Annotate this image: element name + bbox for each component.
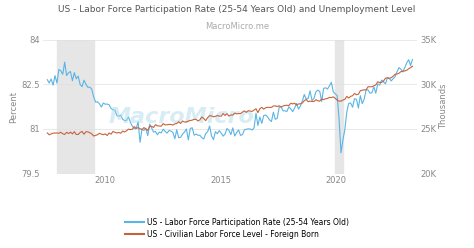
Text: US - Labor Force Participation Rate (25-54 Years Old) and Unemployment Level: US - Labor Force Participation Rate (25-… [58,5,416,14]
Text: MacroMicro.me: MacroMicro.me [205,22,269,31]
Bar [335,40,343,174]
Legend: US - Labor Force Participation Rate (25-54 Years Old), US - Civilian Labor Force: US - Labor Force Participation Rate (25-… [121,215,353,242]
Y-axis label: Percent: Percent [9,91,18,123]
Text: MacroMicro: MacroMicro [108,107,254,127]
Bar [56,40,93,174]
Y-axis label: Thousands: Thousands [439,84,448,129]
